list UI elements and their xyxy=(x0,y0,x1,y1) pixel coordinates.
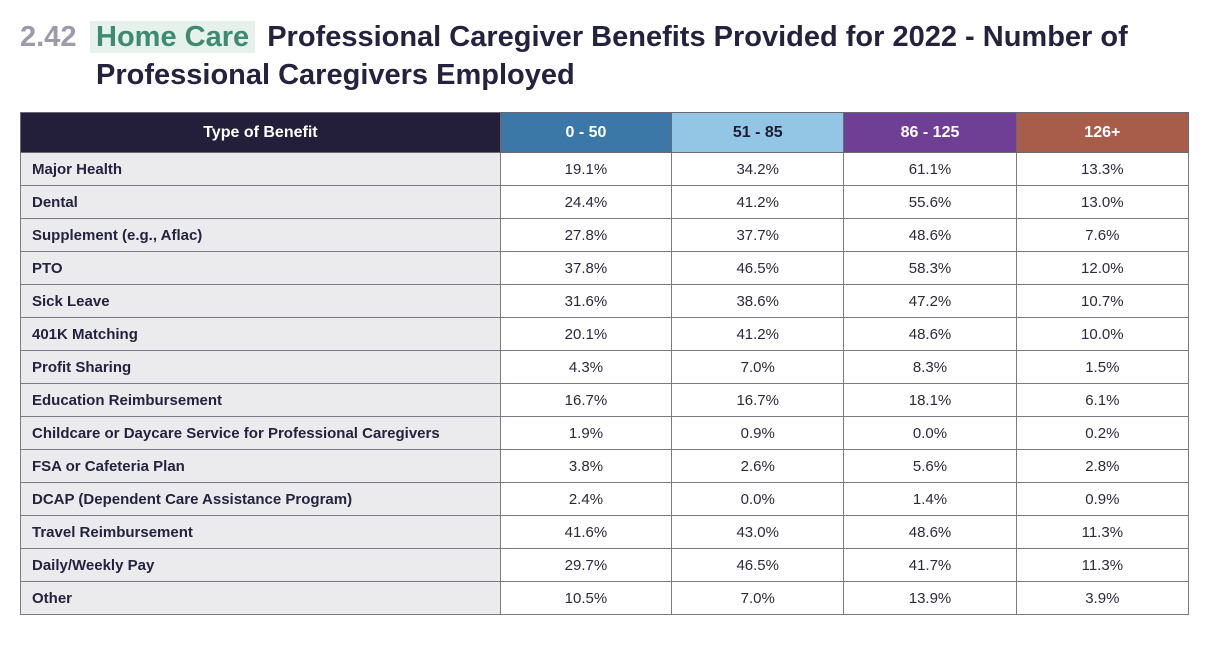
percentage-cell: 10.0% xyxy=(1015,317,1190,351)
percentage-cell: 48.6% xyxy=(843,317,1017,351)
benefit-label: Education Reimbursement xyxy=(20,383,501,417)
percentage-cell: 48.6% xyxy=(843,515,1017,549)
section-number: 2.42 xyxy=(20,21,77,53)
column-header-126-plus: 126+ xyxy=(1015,112,1190,153)
percentage-cell: 7.6% xyxy=(1015,218,1190,252)
percentage-cell: 5.6% xyxy=(843,449,1017,483)
percentage-cell: 7.0% xyxy=(671,581,845,615)
percentage-cell: 46.5% xyxy=(671,251,845,285)
table-row: FSA or Cafeteria Plan 3.8% 2.6% 5.6% 2.8% xyxy=(20,449,1190,483)
table-row: Education Reimbursement 16.7% 16.7% 18.1% 6.… xyxy=(20,383,1190,417)
percentage-cell: 41.2% xyxy=(671,185,845,219)
table-row: Supplement (e.g., Aflac) 27.8% 37.7% 48.6% 7… xyxy=(20,218,1190,252)
percentage-cell: 2.8% xyxy=(1015,449,1190,483)
percentage-cell: 11.3% xyxy=(1015,548,1190,582)
percentage-cell: 37.8% xyxy=(499,251,673,285)
table-row: PTO 37.8% 46.5% 58.3% 12.0% xyxy=(20,251,1190,285)
table-row: Dental 24.4% 41.2% 55.6% 13.0% xyxy=(20,185,1190,219)
percentage-cell: 10.5% xyxy=(499,581,673,615)
percentage-cell: 41.2% xyxy=(671,317,845,351)
benefit-label: DCAP (Dependent Care Assistance Program) xyxy=(20,482,501,516)
percentage-cell: 8.3% xyxy=(843,350,1017,384)
title-line-1: Professional Caregiver Benefits Provided… xyxy=(267,21,1128,53)
title-line-2: Professional Caregivers Employed xyxy=(96,59,575,91)
percentage-cell: 16.7% xyxy=(671,383,845,417)
percentage-cell: 1.5% xyxy=(1015,350,1190,384)
percentage-cell: 29.7% xyxy=(499,548,673,582)
table-row: Sick Leave 31.6% 38.6% 47.2% 10.7% xyxy=(20,284,1190,318)
table-body: Major Health 19.1% 34.2% 61.1% 13.3% Dental 24… xyxy=(20,152,1190,615)
benefit-label: PTO xyxy=(20,251,501,285)
percentage-cell: 4.3% xyxy=(499,350,673,384)
percentage-cell: 10.7% xyxy=(1015,284,1190,318)
table-row: DCAP (Dependent Care Assistance Program)… xyxy=(20,482,1190,516)
percentage-cell: 12.0% xyxy=(1015,251,1190,285)
benefit-label: 401K Matching xyxy=(20,317,501,351)
percentage-cell: 13.9% xyxy=(843,581,1017,615)
percentage-cell: 20.1% xyxy=(499,317,673,351)
benefit-label: Profit Sharing xyxy=(20,350,501,384)
percentage-cell: 41.6% xyxy=(499,515,673,549)
percentage-cell: 7.0% xyxy=(671,350,845,384)
percentage-cell: 6.1% xyxy=(1015,383,1190,417)
table-row: Travel Reimbursement 41.6% 43.0% 48.6% 11.3% xyxy=(20,515,1190,549)
percentage-cell: 3.9% xyxy=(1015,581,1190,615)
percentage-cell: 0.9% xyxy=(1015,482,1190,516)
percentage-cell: 31.6% xyxy=(499,284,673,318)
percentage-cell: 46.5% xyxy=(671,548,845,582)
benefit-label: Travel Reimbursement xyxy=(20,515,501,549)
table-row: Major Health 19.1% 34.2% 61.1% 13.3% xyxy=(20,152,1190,186)
page-heading: 2.42 Home Care Professional Caregiver Ben… xyxy=(20,18,1200,94)
percentage-cell: 0.0% xyxy=(671,482,845,516)
table-row: Daily/Weekly Pay 29.7% 46.5% 41.7% 11.3% xyxy=(20,548,1190,582)
percentage-cell: 19.1% xyxy=(499,152,673,186)
benefits-table: Type of Benefit 0 - 50 51 - 85 86 - 125 … xyxy=(20,112,1190,615)
percentage-cell: 27.8% xyxy=(499,218,673,252)
benefit-label: Supplement (e.g., Aflac) xyxy=(20,218,501,252)
percentage-cell: 61.1% xyxy=(843,152,1017,186)
table-header-row: Type of Benefit 0 - 50 51 - 85 86 - 125 … xyxy=(20,112,1190,153)
percentage-cell: 18.1% xyxy=(843,383,1017,417)
column-header-86-125: 86 - 125 xyxy=(843,112,1017,153)
percentage-cell: 34.2% xyxy=(671,152,845,186)
benefit-label: Sick Leave xyxy=(20,284,501,318)
percentage-cell: 0.9% xyxy=(671,416,845,450)
percentage-cell: 38.6% xyxy=(671,284,845,318)
percentage-cell: 13.3% xyxy=(1015,152,1190,186)
benefit-label: Other xyxy=(20,581,501,615)
percentage-cell: 24.4% xyxy=(499,185,673,219)
benefit-label: Daily/Weekly Pay xyxy=(20,548,501,582)
table-row: Profit Sharing 4.3% 7.0% 8.3% 1.5% xyxy=(20,350,1190,384)
column-header-type-of-benefit: Type of Benefit xyxy=(20,112,501,153)
percentage-cell: 43.0% xyxy=(671,515,845,549)
percentage-cell: 0.2% xyxy=(1015,416,1190,450)
percentage-cell: 47.2% xyxy=(843,284,1017,318)
percentage-cell: 13.0% xyxy=(1015,185,1190,219)
percentage-cell: 55.6% xyxy=(843,185,1017,219)
table-row: 401K Matching 20.1% 41.2% 48.6% 10.0% xyxy=(20,317,1190,351)
percentage-cell: 11.3% xyxy=(1015,515,1190,549)
table-row: Other 10.5% 7.0% 13.9% 3.9% xyxy=(20,581,1190,615)
percentage-cell: 58.3% xyxy=(843,251,1017,285)
benefit-label: Childcare or Daycare Service for Profess… xyxy=(20,416,501,450)
benefit-label: Major Health xyxy=(20,152,501,186)
percentage-cell: 2.4% xyxy=(499,482,673,516)
percentage-cell: 1.4% xyxy=(843,482,1017,516)
benefit-label: FSA or Cafeteria Plan xyxy=(20,449,501,483)
percentage-cell: 16.7% xyxy=(499,383,673,417)
column-header-51-85: 51 - 85 xyxy=(671,112,845,153)
percentage-cell: 37.7% xyxy=(671,218,845,252)
category-tag: Home Care xyxy=(90,21,256,53)
percentage-cell: 3.8% xyxy=(499,449,673,483)
percentage-cell: 0.0% xyxy=(843,416,1017,450)
percentage-cell: 41.7% xyxy=(843,548,1017,582)
percentage-cell: 2.6% xyxy=(671,449,845,483)
table-row: Childcare or Daycare Service for Profess… xyxy=(20,416,1190,450)
benefit-label: Dental xyxy=(20,185,501,219)
column-header-0-50: 0 - 50 xyxy=(499,112,673,153)
percentage-cell: 1.9% xyxy=(499,416,673,450)
percentage-cell: 48.6% xyxy=(843,218,1017,252)
